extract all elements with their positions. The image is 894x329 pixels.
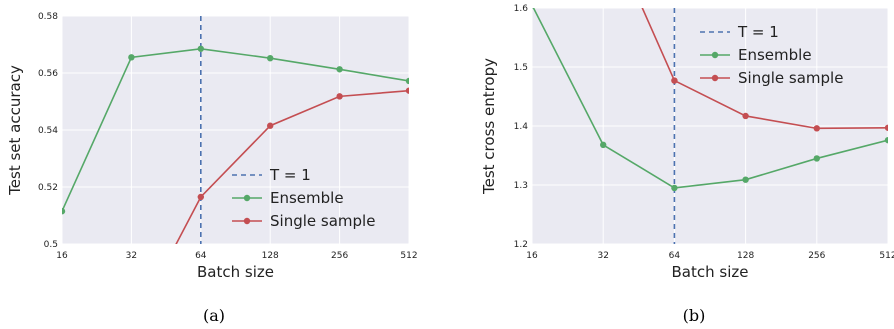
- y-tick-label: 0.56: [38, 69, 58, 79]
- x-axis-label-b: Batch size: [672, 263, 749, 281]
- tick-labels-b: 16 32 64 128 256 512 1.2 1.3 1.4 1.5 1.6: [514, 4, 894, 261]
- caption-b: (b): [683, 306, 706, 325]
- data-point-ensemble: [600, 141, 607, 149]
- data-point-ensemble: [267, 54, 274, 62]
- data-point-single-sample: [197, 193, 204, 201]
- panel-b-cross-entropy: 16 32 64 128 256 512 1.2 1.3 1.4 1.5 1.6 Test cros…: [480, 4, 894, 325]
- legend-marker: [243, 194, 251, 202]
- x-tick-label: 256: [331, 251, 348, 261]
- x-tick-label: 64: [669, 251, 681, 261]
- data-point-ensemble: [62, 208, 66, 215]
- y-tick-label: 0.54: [38, 126, 58, 136]
- tick-labels-a: 16 32 64 128 256 512 0.5 0.52 0.54 0.56 0.58: [38, 12, 418, 261]
- data-point-ensemble: [813, 155, 820, 162]
- chart-marks-a: [59, 16, 409, 287]
- y-tick-label: 1.2: [514, 240, 528, 250]
- y-tick-label: 1.4: [514, 122, 529, 132]
- data-point-ensemble: [336, 66, 343, 73]
- legend-marker: [711, 51, 719, 59]
- y-tick-label: 1.3: [514, 181, 528, 191]
- x-tick-label: 128: [262, 251, 279, 261]
- legend-b: T = 1 Ensemble Single sample: [700, 23, 843, 87]
- x-tick-label: 128: [737, 251, 754, 261]
- x-tick-label: 256: [808, 251, 825, 261]
- legend-marker: [243, 217, 251, 225]
- caption-a: (a): [203, 306, 225, 325]
- data-point-single-sample: [671, 77, 678, 84]
- x-axis-label-a: Batch size: [197, 263, 274, 281]
- series-line-single-sample: [175, 89, 409, 244]
- data-point-single-sample: [742, 112, 749, 120]
- panel-a-accuracy: 16 32 64 128 256 512 0.5 0.52 0.54 0.56 0.58 Test …: [6, 12, 418, 325]
- data-point-single-sample: [884, 124, 888, 131]
- data-point-ensemble: [197, 45, 204, 52]
- data-point-ensemble: [405, 77, 409, 85]
- data-point-single-sample: [813, 125, 820, 132]
- data-point-single-sample: [59, 281, 65, 287]
- data-point-single-sample: [336, 93, 343, 100]
- legend-label: Single sample: [270, 212, 375, 230]
- legend-marker: [711, 74, 719, 82]
- data-point-ensemble: [884, 136, 888, 144]
- data-point-ensemble: [671, 184, 678, 192]
- gridlines-b: [531, 7, 889, 245]
- legend-label: Single sample: [738, 69, 843, 87]
- x-tick-label: 32: [126, 251, 137, 261]
- y-tick-label: 0.58: [38, 12, 58, 22]
- data-point-ensemble: [128, 54, 135, 61]
- y-axis-label-b: Test cross entropy: [480, 58, 498, 195]
- legend-label: T = 1: [737, 23, 779, 41]
- y-tick-label: 0.52: [38, 183, 58, 193]
- x-tick-label: 32: [597, 251, 608, 261]
- data-point-single-sample: [267, 122, 274, 129]
- x-tick-label: 16: [526, 251, 538, 261]
- legend-label: Ensemble: [270, 189, 344, 207]
- series-line-single-sample: [641, 8, 888, 130]
- series-line-ensemble: [62, 47, 409, 212]
- y-tick-label: 1.5: [514, 63, 528, 73]
- x-tick-label: 512: [879, 251, 894, 261]
- legend-label: Ensemble: [738, 46, 812, 64]
- x-tick-label: 512: [400, 251, 417, 261]
- legend-a: T = 1 Ensemble Single sample: [232, 166, 375, 230]
- x-tick-label: 64: [195, 251, 207, 261]
- series-line-ensemble: [532, 8, 888, 189]
- chart-marks-b: [532, 8, 888, 244]
- y-tick-label: 0.5: [44, 240, 58, 250]
- y-tick-label: 1.6: [514, 4, 529, 14]
- data-point-single-sample: [405, 87, 409, 94]
- legend-label: T = 1: [269, 166, 311, 184]
- x-tick-label: 16: [56, 251, 68, 261]
- y-axis-label-a: Test set accuracy: [6, 65, 24, 196]
- data-point-ensemble: [532, 8, 534, 9]
- data-point-ensemble: [742, 176, 749, 183]
